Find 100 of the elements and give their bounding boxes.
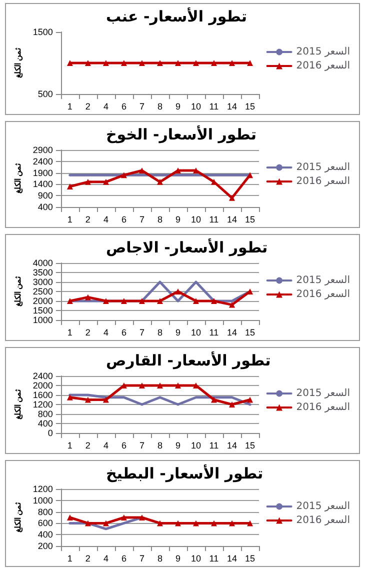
x-tick-label: 15: [244, 328, 256, 338]
x-tick-label: 1: [67, 214, 72, 224]
legend-label: السعر 2015: [296, 46, 350, 58]
point: [102, 396, 109, 403]
y-tick-label: 2500: [32, 286, 53, 296]
point: [156, 382, 163, 388]
x-tick-label: 8: [157, 328, 162, 338]
chart-title: تطور الأسعار- الاجاص: [106, 238, 268, 256]
point: [174, 382, 181, 388]
point: [66, 394, 73, 400]
y-axis-title: ثمن الكلغ: [14, 46, 24, 78]
point: [138, 382, 145, 388]
y-tick-label: 400: [38, 530, 53, 540]
x-tick-label: 15: [244, 440, 256, 450]
point: [156, 298, 163, 304]
x-tick-label: 8: [157, 214, 162, 224]
legend-label: السعر 2016: [296, 289, 350, 300]
y-axis-title: ثمن الكلغ: [14, 501, 24, 533]
y-tick-label: 3000: [32, 277, 53, 287]
x-tick-label: 2: [85, 554, 90, 564]
y-tick-label: 4000: [32, 258, 53, 268]
y-tick-label: 1400: [32, 179, 53, 190]
x-tick-label: 7: [139, 554, 144, 564]
point: [192, 168, 199, 174]
x-tick-label: 11: [209, 440, 219, 450]
y-tick-label: 1500: [32, 306, 53, 316]
x-tick-label: 9: [175, 102, 180, 112]
x-tick-label: 9: [175, 440, 180, 450]
point: [138, 168, 145, 174]
y-tick-label: 1000: [32, 315, 53, 325]
y-tick-label: 2900: [32, 145, 53, 155]
x-tick-label: 10: [190, 328, 201, 338]
y-axis-title: ثمن الكلغ: [14, 388, 24, 420]
y-tick-label: 400: [38, 202, 53, 212]
legend-label: السعر 2015: [296, 275, 350, 286]
x-tick-label: 15: [244, 102, 256, 112]
x-tick-label: 6: [121, 554, 126, 564]
x-tick-label: 11: [209, 102, 219, 112]
legend-label: السعر 2015: [296, 501, 350, 512]
x-tick-label: 2: [85, 440, 90, 450]
y-tick-label: 2400: [32, 371, 53, 381]
x-tick-label: 7: [139, 328, 144, 338]
x-tick-label: 2: [85, 328, 90, 338]
x-tick-label: 14: [226, 102, 237, 112]
x-tick-label: 7: [139, 102, 144, 112]
x-tick-label: 10: [190, 554, 201, 564]
x-tick-label: 11: [209, 328, 219, 338]
point: [84, 294, 91, 300]
x-tick-label: 2: [85, 102, 90, 112]
x-tick-label: 8: [157, 102, 162, 112]
x-tick-label: 14: [226, 214, 237, 224]
x-tick-label: 10: [190, 102, 201, 112]
point: [228, 402, 235, 408]
point: [228, 194, 235, 201]
x-tick-label: 15: [244, 554, 256, 564]
legend-label: السعر 2016: [296, 60, 350, 72]
legend-label: السعر 2015: [296, 162, 350, 173]
x-tick-label: 4: [103, 214, 108, 224]
y-tick-label: 500: [38, 89, 53, 99]
x-tick-label: 7: [139, 214, 144, 224]
x-tick-label: 8: [157, 554, 162, 564]
x-tick-label: 6: [121, 102, 126, 112]
x-tick-label: 6: [121, 214, 126, 224]
x-tick-label: 4: [103, 102, 108, 112]
point: [174, 288, 181, 294]
y-tick-label: 400: [38, 418, 53, 428]
y-tick-label: 1600: [32, 390, 53, 400]
chart-title: تطور الأسعار- القارص: [106, 350, 271, 370]
legend-label: السعر 2016: [296, 176, 350, 187]
x-tick-label: 4: [103, 328, 108, 338]
y-tick-label: 0: [48, 428, 53, 438]
y-tick-label: 800: [38, 506, 53, 517]
x-tick-label: 10: [190, 440, 201, 450]
y-tick-label: 900: [38, 190, 53, 201]
y-tick-label: 1000: [32, 495, 53, 506]
point: [66, 183, 73, 190]
x-tick-label: 9: [175, 328, 180, 338]
x-tick-label: 10: [190, 214, 201, 224]
x-tick-label: 4: [103, 440, 108, 450]
x-tick-label: 2: [85, 214, 90, 224]
point: [246, 396, 253, 403]
chart-title: تطور الأسعار- البطيخ: [106, 464, 264, 482]
x-tick-label: 1: [67, 328, 72, 338]
point: [138, 298, 145, 304]
y-tick-label: 3500: [32, 268, 53, 278]
x-tick-label: 11: [209, 214, 219, 224]
x-tick-label: 6: [121, 440, 126, 450]
y-tick-label: 1200: [32, 484, 53, 494]
point: [228, 302, 235, 308]
x-tick-label: 1: [67, 440, 72, 450]
legend-label: السعر 2016: [296, 515, 350, 526]
y-axis-title: ثمن الكلغ: [14, 162, 24, 194]
chart-title: تطور الأسعار- عنب: [106, 6, 247, 26]
y-tick-label: 2000: [32, 296, 53, 306]
x-tick-label: 4: [103, 554, 108, 564]
y-tick-label: 800: [38, 409, 53, 419]
y-tick-label: 2000: [32, 380, 53, 390]
point: [120, 172, 127, 178]
y-tick-label: 1900: [32, 168, 53, 178]
y-tick-label: 1200: [32, 400, 53, 410]
